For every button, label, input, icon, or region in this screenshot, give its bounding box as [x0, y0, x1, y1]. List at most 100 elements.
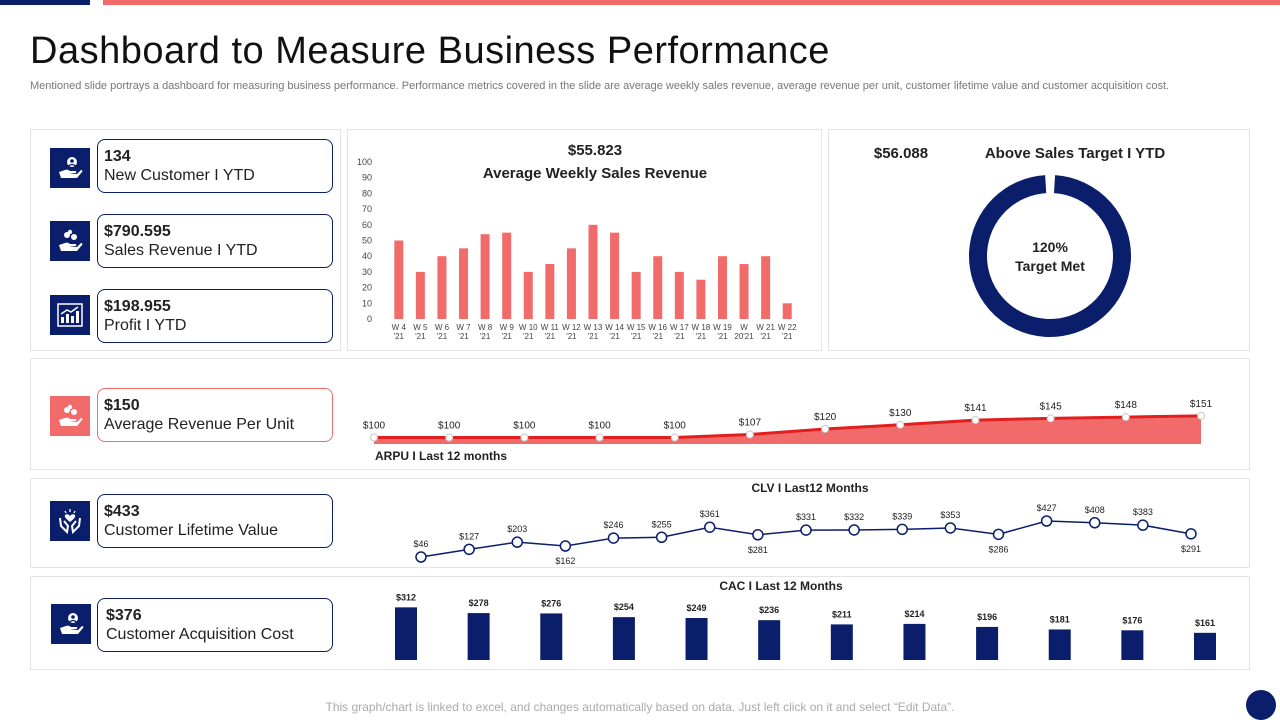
arpu-chart: $100 $100 $100 $100 $100 $107 $120 $130 $141 $145…	[363, 399, 1213, 463]
arpu-data-label: $100	[588, 421, 611, 432]
kpi-card-arpu[interactable]: $150 Average Revenue Per Unit	[97, 388, 333, 442]
arpu-data-label: $151	[1190, 399, 1213, 410]
kpi-icon-profit	[50, 295, 90, 335]
y-tick-label: 30	[362, 267, 372, 277]
clv-point	[1185, 528, 1197, 540]
arpu-point	[520, 433, 529, 442]
clv-data-label: $162	[555, 556, 575, 566]
cac-bar	[395, 607, 417, 660]
weekly-bar	[502, 232, 512, 319]
corner-decoration	[1246, 690, 1276, 720]
x-tick-label: '21	[394, 332, 405, 341]
arpu-point	[595, 433, 604, 442]
cac-data-label: $214	[904, 609, 924, 619]
x-tick-label: W 16	[648, 323, 667, 332]
x-tick-label: W 6	[435, 323, 450, 332]
arpu-point	[1046, 414, 1055, 423]
x-tick-label: W 18	[692, 323, 711, 332]
bar-growth-icon	[57, 303, 83, 327]
cac-bar	[830, 624, 853, 660]
cac-bar	[903, 623, 926, 660]
y-tick-label: 80	[362, 188, 372, 198]
kpi-label: Average Revenue Per Unit	[104, 416, 295, 433]
y-tick-label: 90	[362, 173, 372, 183]
clv-data-label: $332	[844, 512, 864, 522]
weekly-bar	[782, 303, 792, 319]
y-tick-label: 20	[362, 283, 372, 293]
hand-user-icon	[60, 613, 84, 634]
arpu-point	[445, 433, 454, 442]
x-tick-label: W 12	[562, 323, 581, 332]
kpi-card-cac[interactable]: $376 Customer Acquisition Cost	[97, 598, 333, 652]
arpu-data-label: $107	[739, 418, 762, 429]
x-tick-label: W 11	[541, 323, 560, 332]
weekly-bar	[480, 234, 490, 319]
weekly-chart-title: Average Weekly Sales Revenue	[483, 165, 707, 182]
cac-data-label: $249	[687, 603, 707, 613]
x-tick-label: W 19	[713, 323, 732, 332]
arpu-data-label: $100	[513, 421, 536, 432]
cac-bar	[612, 617, 635, 660]
arpu-point	[821, 425, 830, 433]
target-headline: $56.088	[874, 145, 928, 162]
x-tick-label: 20'21	[734, 332, 754, 341]
cac-bar	[1121, 630, 1144, 660]
arpu-data-label: $145	[1040, 401, 1063, 412]
cac-data-label: $181	[1050, 614, 1070, 624]
x-tick-label: W 5	[413, 323, 428, 332]
kpi-value: $376	[106, 607, 142, 624]
clv-chart: CLV I Last12 Months $46 $127 $203 $162 $246 $…	[413, 481, 1201, 566]
x-tick-label: '21	[609, 332, 620, 341]
arpu-data-label: $100	[363, 421, 386, 432]
kpi-card-profit[interactable]: $198.955 Profit I YTD	[97, 289, 333, 343]
cac-chart: CAC I Last 12 Months $312 $278 $276 $254 $24…	[395, 579, 1216, 660]
cac-data-label: $254	[614, 602, 634, 612]
x-tick-label: W 17	[670, 323, 689, 332]
cac-data-label: $312	[396, 592, 416, 602]
arpu-point	[971, 416, 980, 425]
cac-data-label: $278	[469, 598, 489, 608]
target-center-pct: 120%	[1032, 239, 1068, 255]
x-tick-label: W 10	[519, 323, 538, 332]
kpi-card-sales-revenue[interactable]: $790.595 Sales Revenue I YTD	[97, 214, 333, 268]
arpu-point	[670, 433, 679, 442]
weekly-bar	[739, 264, 749, 319]
clv-data-label: $281	[748, 545, 768, 555]
kpi-icon-cac	[51, 604, 91, 644]
weekly-bar	[696, 279, 706, 319]
kpi-label: Sales Revenue I YTD	[104, 242, 258, 259]
page-title: Dashboard to Measure Business Performanc…	[30, 30, 830, 72]
x-tick-label: '21	[631, 332, 642, 341]
sales-target-chart: $56.088 Above Sales Target I YTD 120% Ta…	[874, 145, 1165, 337]
arpu-point	[745, 430, 754, 439]
x-tick-label: W 13	[584, 323, 603, 332]
x-tick-label: W 4	[392, 323, 407, 332]
cac-bar	[1048, 629, 1071, 660]
clv-point	[944, 522, 957, 534]
weekly-bar	[394, 240, 404, 319]
clv-data-label: $408	[1085, 505, 1105, 515]
clv-data-label: $353	[940, 510, 960, 520]
kpi-card-clv[interactable]: $433 Customer Lifetime Value	[97, 494, 333, 548]
clv-data-label: $339	[892, 511, 912, 521]
cac-data-label: $196	[977, 612, 997, 622]
weekly-sales-panel: $55.823 Average Weekly Sales Revenue 0 10…	[347, 129, 822, 351]
kpi-card-new-customer[interactable]: 134 New Customer I YTD	[97, 139, 333, 193]
weekly-bar	[717, 256, 727, 319]
arpu-point	[1121, 413, 1130, 422]
x-tick-label: W 21	[756, 323, 775, 332]
x-tick-label: W 15	[627, 323, 646, 332]
sales-target-panel: $56.088 Above Sales Target I YTD 120% Ta…	[828, 129, 1250, 351]
target-center-label: Target Met	[1015, 258, 1085, 274]
clv-data-label: $46	[413, 539, 428, 549]
clv-data-label: $361	[700, 509, 720, 519]
y-tick-label: 0	[367, 314, 372, 324]
x-tick-label: '21	[437, 332, 448, 341]
weekly-bar	[566, 248, 576, 319]
hands-heart-icon	[59, 509, 81, 534]
y-tick-label: 70	[362, 204, 372, 214]
kpi-label: Customer Lifetime Value	[104, 522, 278, 539]
cac-data-label: $276	[541, 598, 561, 608]
x-tick-label: '21	[523, 332, 534, 341]
kpi-value: $198.955	[104, 298, 171, 315]
